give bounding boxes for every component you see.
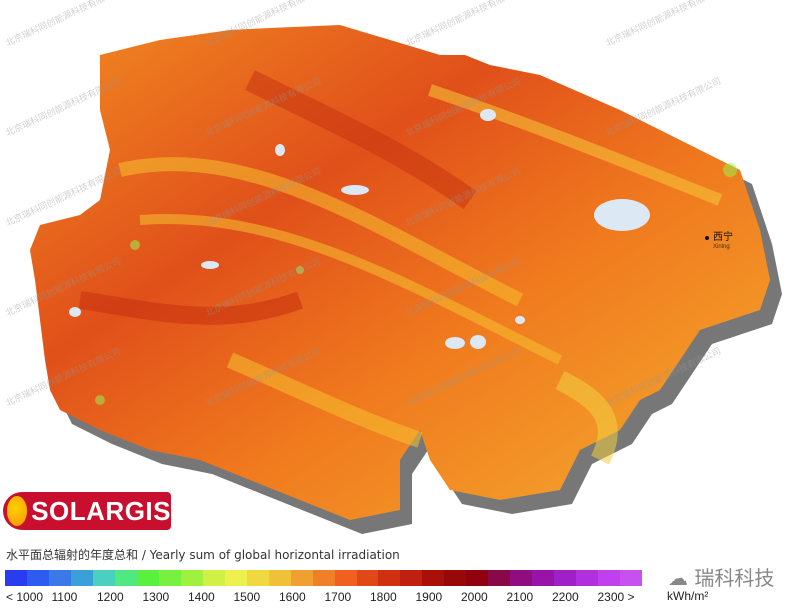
legend-swatch	[114, 570, 137, 586]
legend-swatch	[598, 570, 621, 586]
legend-swatch	[312, 570, 335, 586]
legend-swatch	[620, 570, 643, 586]
lake-qinghai	[594, 199, 650, 231]
wechat-icon: ☁	[668, 566, 695, 590]
legend-tick: 1900	[415, 590, 443, 604]
legend-tick: 2100	[506, 590, 534, 604]
sun-icon	[7, 496, 28, 526]
legend-tick: 1600	[279, 590, 306, 604]
legend-swatch	[400, 570, 423, 586]
legend-swatch	[26, 570, 49, 586]
legend-swatch	[202, 570, 225, 586]
map-canvas	[30, 25, 782, 534]
wechat-watermark: ☁ 瑞科科技	[668, 562, 774, 591]
legend-tick: 1700	[324, 590, 352, 604]
logo-text: SOLARGIS	[31, 495, 171, 526]
irradiation-texture	[78, 70, 737, 465]
legend-swatch	[510, 570, 533, 586]
legend-swatch	[158, 570, 181, 586]
legend-swatch	[356, 570, 379, 586]
legend-swatch	[290, 570, 313, 586]
legend-swatch	[378, 570, 401, 586]
legend-swatch	[554, 570, 577, 586]
legend-swatch	[136, 570, 159, 586]
legend-color-bar	[5, 570, 643, 586]
city-label-cn: 西宁	[713, 232, 733, 243]
legend-swatch	[488, 570, 511, 586]
legend-tick: 1300	[142, 590, 170, 604]
legend-swatch	[422, 570, 445, 586]
legend-swatch	[246, 570, 269, 586]
legend-tick: 2000	[461, 590, 488, 604]
legend-tick: 1800	[370, 590, 397, 604]
legend-tick: 2300 >	[597, 590, 635, 604]
legend-swatch	[5, 570, 27, 586]
legend-swatch	[444, 570, 467, 586]
legend-swatch	[70, 570, 93, 586]
legend-tick: 1200	[97, 590, 124, 604]
legend-swatch	[224, 570, 247, 586]
legend-tick: 1100	[51, 590, 78, 604]
legend-title: 水平面总辐射的年度总和 / Yearly sum of global horiz…	[6, 548, 400, 562]
lakes	[69, 109, 650, 349]
legend-swatch	[180, 570, 203, 586]
qinghai-tibet-region	[30, 25, 770, 520]
legend-tick: 2200	[552, 590, 579, 604]
legend-tick: < 1000	[6, 590, 44, 604]
city-label-en: Xining	[713, 244, 730, 250]
legend-swatch	[92, 570, 115, 586]
wechat-name: 瑞科科技	[694, 566, 775, 590]
legend-swatch	[334, 570, 357, 586]
solargis-logo: SOLARGIS	[3, 492, 171, 530]
legend-swatch	[466, 570, 489, 586]
legend-swatch	[576, 570, 599, 586]
legend-swatch	[532, 570, 555, 586]
city-marker	[705, 236, 709, 240]
legend-unit: kWh/m²	[667, 589, 709, 603]
legend-swatch	[48, 570, 71, 586]
legend-swatch	[268, 570, 291, 586]
legend-tick: 1500	[233, 590, 261, 604]
legend-tick: 1400	[188, 590, 215, 604]
